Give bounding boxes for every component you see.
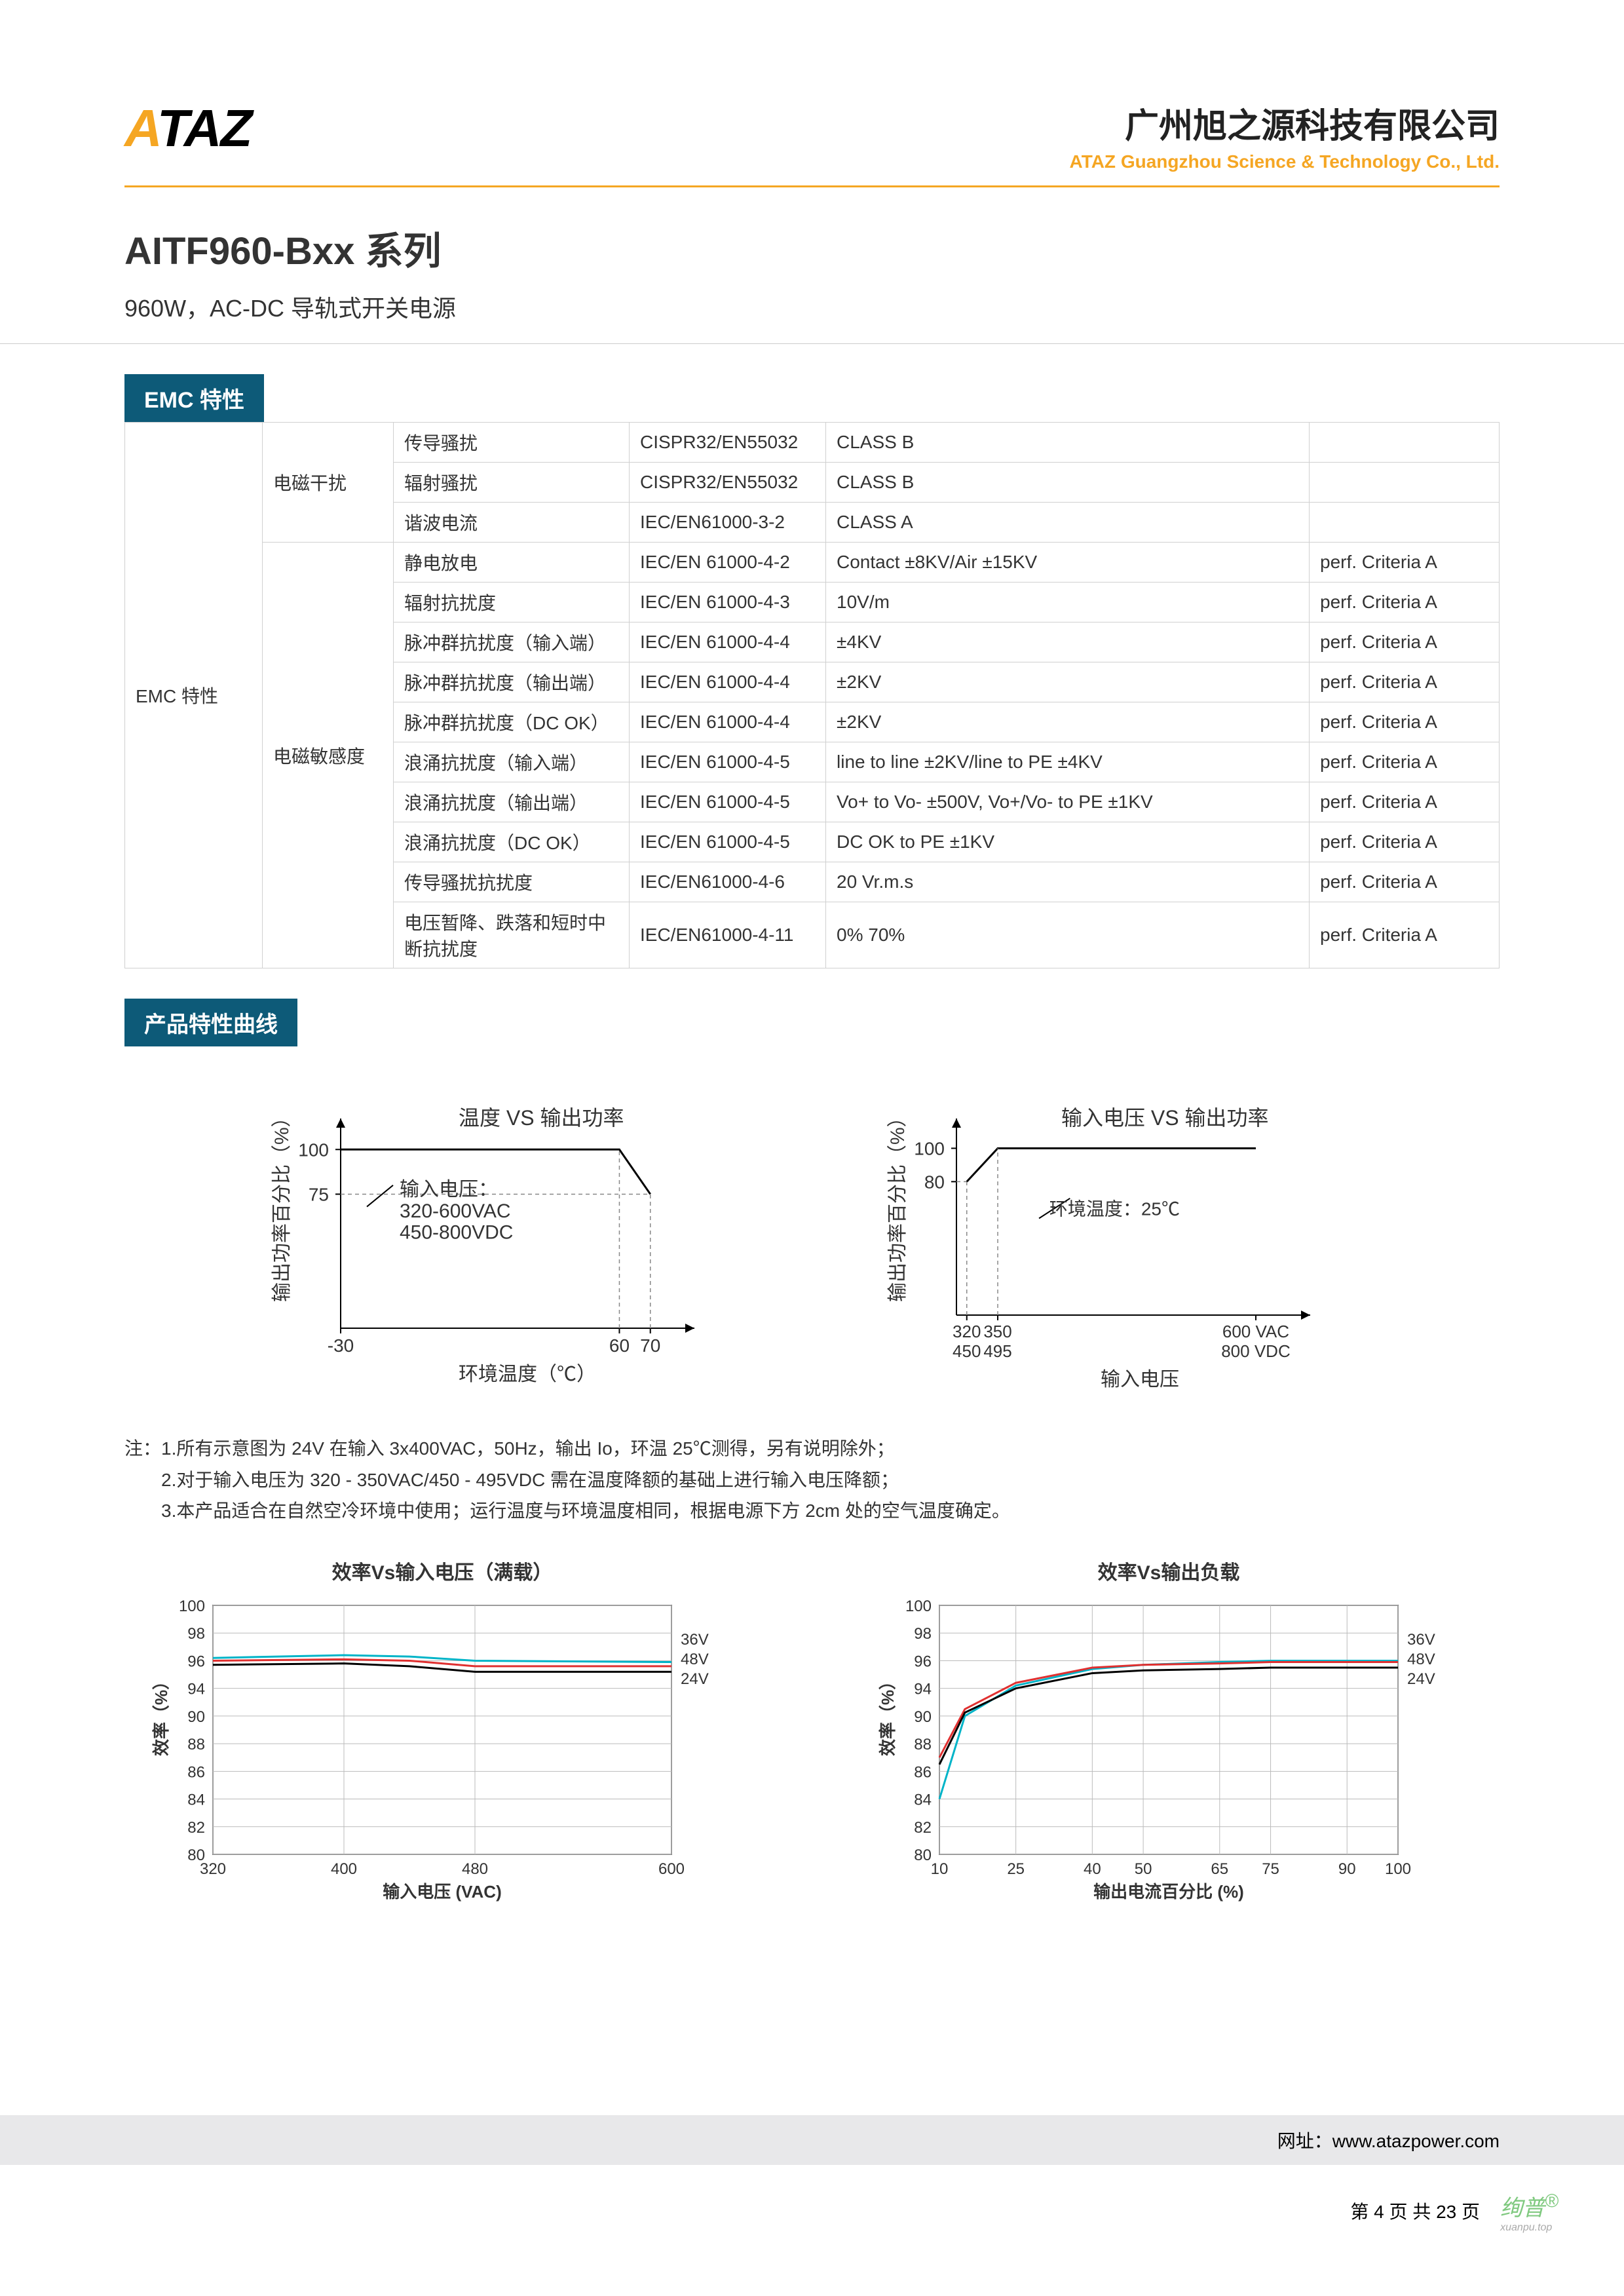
svg-text:450: 450 [953, 1341, 981, 1361]
svg-text:84: 84 [915, 1791, 932, 1808]
svg-text:输入电压 VS 输出功率: 输入电压 VS 输出功率 [1061, 1106, 1268, 1130]
company-name-cn: 广州旭之源科技有限公司 [1070, 98, 1500, 147]
svg-text:94: 94 [915, 1680, 932, 1698]
svg-text:96: 96 [187, 1653, 205, 1670]
product-subtitle: 960W，AC-DC 导轨式开关电源 [124, 290, 1500, 343]
svg-text:80: 80 [924, 1172, 944, 1192]
company-block: 广州旭之源科技有限公司 ATAZ Guangzhou Science & Tec… [1070, 98, 1500, 172]
notes-prefix: 注： [124, 1438, 161, 1459]
svg-text:86: 86 [187, 1763, 205, 1781]
footer-url: www.atazpower.com [1332, 2131, 1500, 2151]
chart-vin-svg: 输入电压 VS 输出功率 80 100 320450350495 600 VAC800 … [865, 1079, 1376, 1394]
svg-text:50: 50 [1135, 1860, 1152, 1878]
svg-text:100: 100 [179, 1598, 205, 1615]
svg-text:400: 400 [331, 1860, 357, 1878]
svg-text:效率Vs输出负载: 效率Vs输出负载 [1098, 1562, 1240, 1584]
chart-temp-vs-power: 温度 VS 输出功率 75 100 -30 60 70 输入电压：320-600VAC450… [249, 1079, 760, 1397]
svg-text:48V: 48V [681, 1651, 709, 1668]
svg-text:90: 90 [915, 1708, 932, 1726]
svg-text:88: 88 [915, 1736, 932, 1753]
svg-text:88: 88 [187, 1736, 205, 1753]
svg-text:600 VAC: 600 VAC [1222, 1322, 1289, 1341]
svg-text:320-600VAC: 320-600VAC [400, 1200, 511, 1222]
svg-text:800 VDC: 800 VDC [1221, 1341, 1291, 1361]
watermark: 绚普® xuanpu.top [1500, 2190, 1558, 2234]
section-emc-heading: EMC 特性 [124, 374, 264, 422]
svg-text:输出电流百分比 (%): 输出电流百分比 (%) [1093, 1882, 1244, 1902]
svg-text:98: 98 [187, 1625, 205, 1643]
svg-text:10: 10 [931, 1860, 949, 1878]
svg-text:70: 70 [640, 1335, 660, 1356]
svg-text:90: 90 [187, 1708, 205, 1726]
chart-eff-vin-svg: 效率Vs输入电压（满载）8082848688909496981003204004… [134, 1553, 763, 1920]
svg-text:效率（%）: 效率（%） [878, 1673, 897, 1756]
svg-text:24V: 24V [681, 1670, 709, 1688]
svg-text:82: 82 [187, 1819, 205, 1837]
svg-text:86: 86 [915, 1763, 932, 1781]
svg-text:60: 60 [609, 1335, 629, 1356]
chart-eff-vs-load: 效率Vs输出负载 80 82 84 86 88 90 94 96 98 100 10 25 40 50 65 7… [861, 1553, 1490, 1923]
svg-text:98: 98 [915, 1625, 932, 1643]
page-header: ATAZ 广州旭之源科技有限公司 ATAZ Guangzhou Science … [124, 98, 1500, 187]
chart-vin-vs-power: 输入电压 VS 输出功率 80 100 320450350495 600 VAC800 … [865, 1079, 1376, 1397]
svg-text:25: 25 [1008, 1860, 1025, 1878]
logo-text: ATAZ [124, 98, 251, 159]
footer-url-label: 网址： [1277, 2131, 1332, 2151]
page-number: 第 4 页 共 23 页 [1350, 2198, 1480, 2224]
svg-text:320: 320 [200, 1860, 226, 1878]
logo: ATAZ [124, 98, 251, 159]
company-name-en: ATAZ Guangzhou Science & Technology Co.,… [1070, 151, 1500, 172]
svg-text:80: 80 [915, 1846, 932, 1864]
svg-text:48V: 48V [1407, 1651, 1435, 1668]
svg-text:效率Vs输入电压（满载）: 效率Vs输入电压（满载） [331, 1561, 552, 1584]
note-3: 3.本产品适合在自然空冷环境中使用；运行温度与环境温度相同，根据电源下方 2cm… [161, 1501, 1010, 1521]
svg-text:输出功率百分比（%）: 输出功率百分比（%） [887, 1107, 909, 1302]
svg-text:450-800VDC: 450-800VDC [400, 1222, 513, 1244]
svg-text:75: 75 [308, 1184, 328, 1204]
notes-block: 注：1.所有示意图为 24V 在输入 3x400VAC，50Hz，输出 Io，环… [124, 1433, 1500, 1527]
svg-text:输入电压 (VAC): 输入电压 (VAC) [383, 1882, 502, 1902]
product-title: AITF960-Bxx 系列 [124, 220, 1500, 275]
svg-text:320: 320 [953, 1322, 981, 1341]
chart-eff-vs-vin: 效率Vs输入电压（满载）8082848688909496981003204004… [134, 1553, 763, 1923]
svg-text:-30: -30 [327, 1335, 353, 1356]
svg-text:温度 VS 输出功率: 温度 VS 输出功率 [459, 1106, 624, 1130]
svg-text:96: 96 [915, 1653, 932, 1670]
svg-text:600: 600 [658, 1860, 685, 1878]
svg-text:输出功率百分比（%）: 输出功率百分比（%） [271, 1107, 293, 1302]
svg-text:环境温度：25℃: 环境温度：25℃ [1049, 1198, 1179, 1219]
svg-text:100: 100 [1385, 1860, 1411, 1878]
svg-text:84: 84 [187, 1791, 205, 1808]
watermark-sub: xuanpu.top [1500, 2222, 1558, 2234]
svg-text:输入电压：: 输入电压： [400, 1179, 498, 1200]
svg-text:效率（%）: 效率（%） [151, 1673, 171, 1756]
footer-bar: 网址：www.atazpower.com [0, 2115, 1624, 2165]
svg-text:82: 82 [915, 1819, 932, 1837]
divider [0, 343, 1624, 344]
section-curve-heading: 产品特性曲线 [124, 999, 297, 1046]
svg-text:100: 100 [298, 1139, 329, 1160]
watermark-text: 绚普 [1500, 2196, 1545, 2221]
svg-text:495: 495 [983, 1341, 1011, 1361]
svg-text:100: 100 [914, 1138, 945, 1158]
note-2: 2.对于输入电压为 320 - 350VAC/450 - 495VDC 需在温度… [161, 1470, 899, 1490]
svg-text:环境温度（℃）: 环境温度（℃） [459, 1364, 596, 1385]
chart-temp-svg: 温度 VS 输出功率 75 100 -30 60 70 输入电压：320-600VAC450… [249, 1079, 760, 1394]
svg-text:36V: 36V [1407, 1631, 1435, 1649]
svg-text:75: 75 [1262, 1860, 1279, 1878]
svg-text:90: 90 [1338, 1860, 1356, 1878]
svg-text:94: 94 [187, 1680, 205, 1698]
svg-text:36V: 36V [681, 1631, 709, 1649]
svg-text:480: 480 [462, 1860, 488, 1878]
svg-text:40: 40 [1084, 1860, 1101, 1878]
svg-text:350: 350 [983, 1322, 1011, 1341]
svg-text:24V: 24V [1407, 1670, 1435, 1688]
svg-text:65: 65 [1211, 1860, 1229, 1878]
note-1: 1.所有示意图为 24V 在输入 3x400VAC，50Hz，输出 Io，环温 … [161, 1438, 895, 1459]
emc-table: EMC 特性电磁干扰传导骚扰CISPR32/EN55032CLASS B辐射骚扰… [124, 422, 1500, 968]
chart-eff-load-svg: 效率Vs输出负载 80 82 84 86 88 90 94 96 98 100 10 25 40 50 65 7… [861, 1553, 1490, 1920]
svg-text:100: 100 [905, 1598, 932, 1615]
svg-text:输入电压: 输入电压 [1101, 1369, 1179, 1390]
